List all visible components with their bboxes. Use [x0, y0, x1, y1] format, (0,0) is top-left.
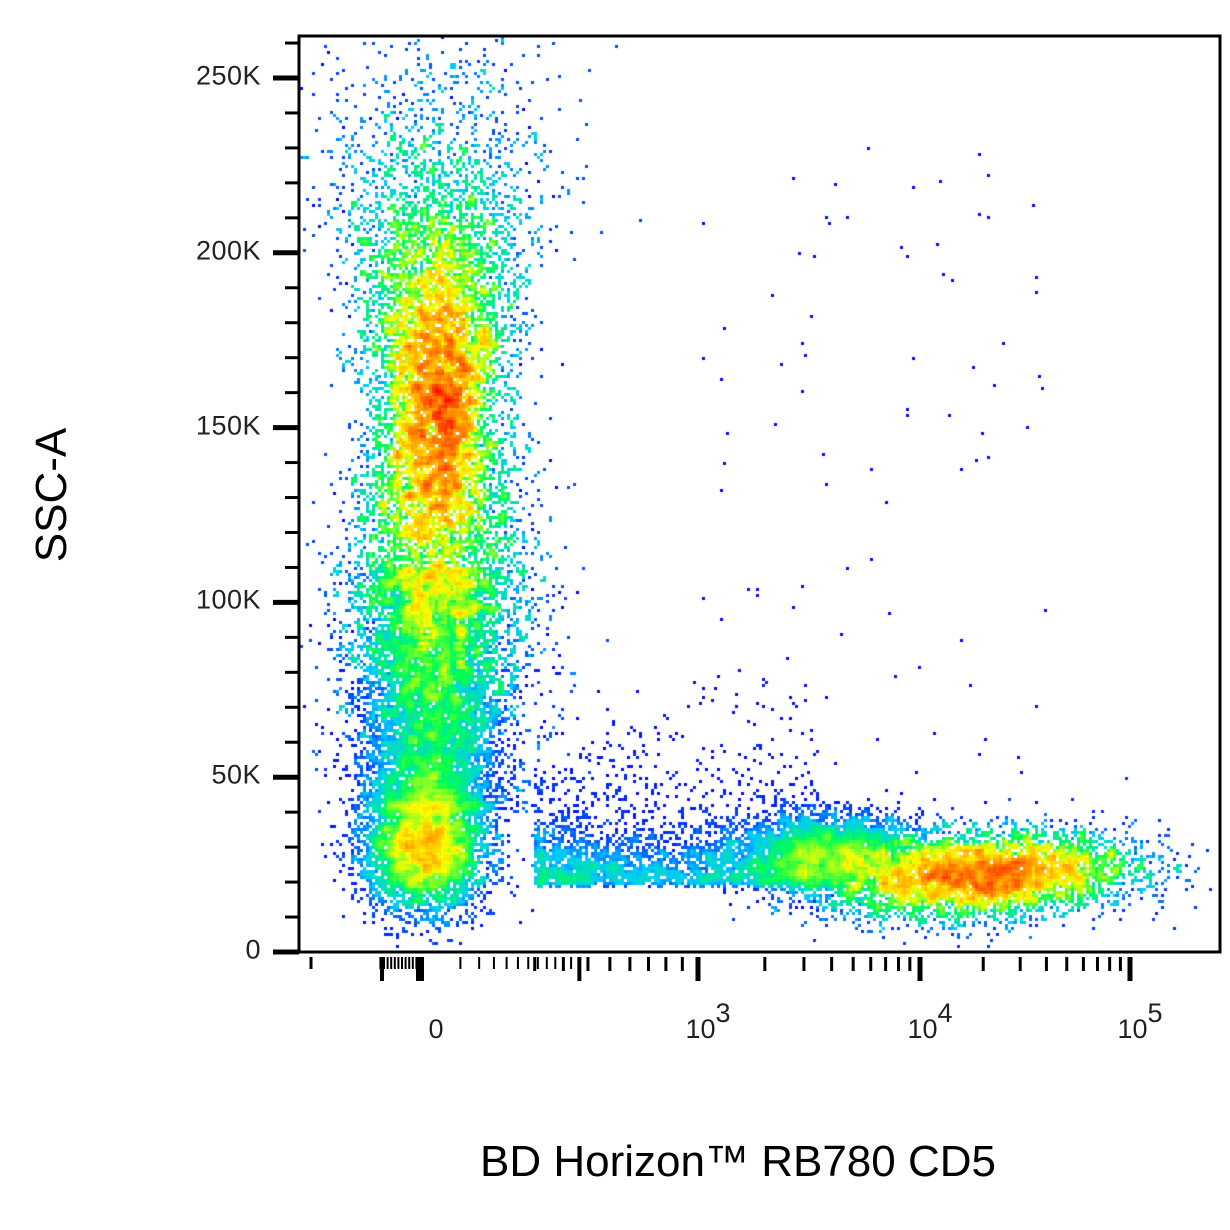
x-tick-label: 103 [685, 1000, 730, 1045]
x-tick-exponent: 3 [715, 998, 731, 1028]
plot-frame [297, 34, 1222, 954]
x-tick-base: 10 [685, 1014, 716, 1044]
y-tick-label: 150K [195, 410, 261, 441]
x-tick-base: 0 [428, 1014, 444, 1044]
x-tick-exponent: 5 [1147, 998, 1163, 1028]
x-tick-label: 0 [428, 1014, 443, 1045]
x-tick-label: 105 [1117, 1000, 1162, 1045]
x-tick-base: 10 [1117, 1014, 1148, 1044]
y-tick-label: 0 [245, 934, 261, 965]
x-axis-label: BD Horizon™ RB780 CD5 [480, 1137, 996, 1186]
x-tick-exponent: 4 [937, 998, 953, 1028]
y-tick-label: 250K [195, 60, 261, 91]
y-tick-label: 50K [211, 759, 261, 790]
x-tick-label: 104 [907, 1000, 952, 1045]
y-tick-label: 100K [195, 584, 261, 615]
x-tick-base: 10 [907, 1014, 938, 1044]
y-axis-label: SSC-A [27, 427, 76, 563]
y-tick-label: 200K [195, 235, 261, 266]
